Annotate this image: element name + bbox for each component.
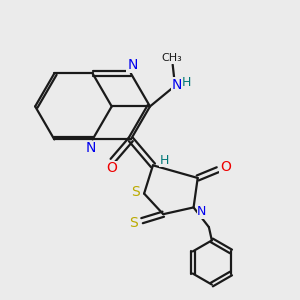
Text: O: O (106, 161, 117, 175)
Text: N: N (127, 58, 137, 72)
Text: H: H (182, 76, 191, 89)
Text: N: N (86, 141, 96, 155)
Text: S: S (129, 216, 138, 230)
Text: N: N (171, 78, 182, 92)
Text: S: S (131, 185, 140, 200)
Text: N: N (197, 205, 206, 218)
Text: H: H (160, 154, 169, 166)
Text: O: O (220, 160, 231, 174)
Text: CH₃: CH₃ (161, 53, 182, 63)
